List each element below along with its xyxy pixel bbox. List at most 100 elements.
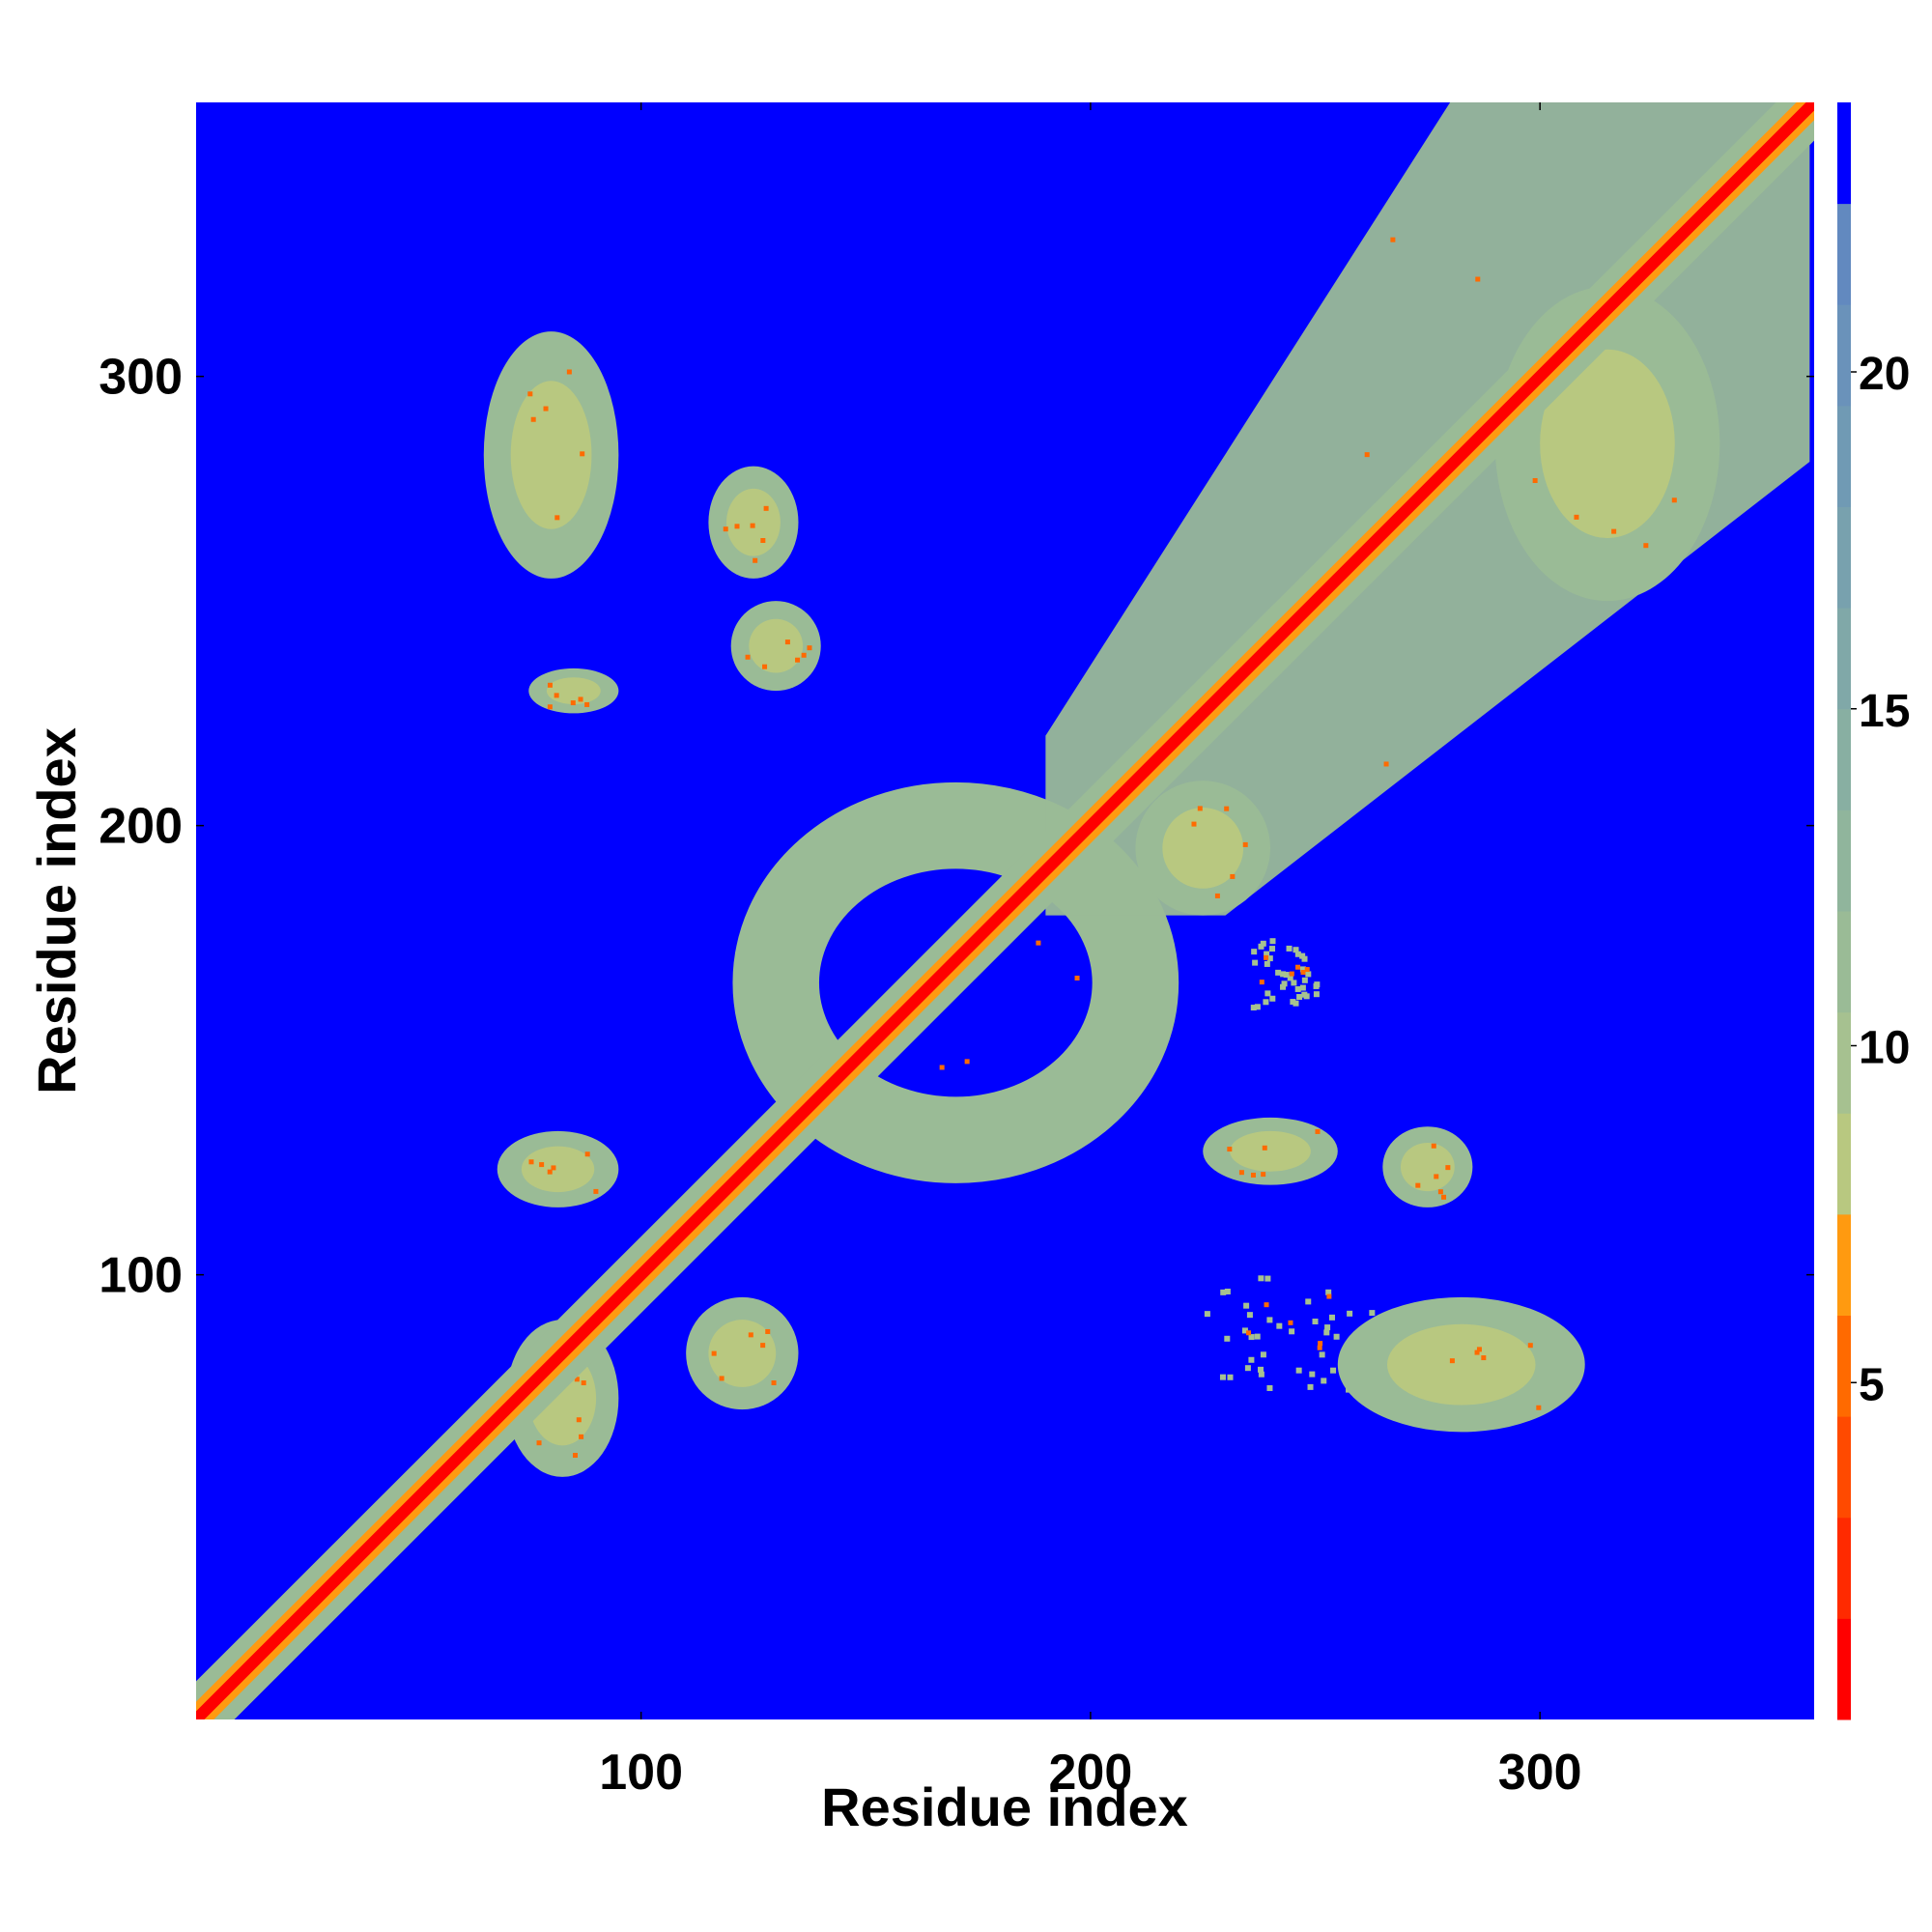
contact-speckle (1269, 938, 1276, 945)
contact-hotspot (763, 505, 769, 511)
contact-speckle (1325, 1289, 1332, 1295)
contact-speckle (1295, 1367, 1302, 1374)
contact-speckle (1220, 1289, 1227, 1295)
contact-speckle (1263, 999, 1269, 1006)
contact-speckle (1248, 1334, 1255, 1341)
contact-speckle (1324, 1324, 1331, 1331)
contact-hotspot (753, 557, 758, 563)
contact-hotspot (719, 1376, 724, 1381)
colorbar-level (1837, 1213, 1851, 1316)
colorbar-tick-label: 5 (1859, 1359, 1885, 1410)
colorbar-level (1837, 102, 1851, 205)
contact-hotspot (1315, 1128, 1321, 1134)
contact-speckle (1333, 1333, 1340, 1340)
contact-speckle (1347, 1310, 1353, 1317)
contact-hotspot (1304, 967, 1310, 973)
heatmap-plot-area (196, 102, 1814, 1719)
contact-speckle (1258, 943, 1264, 950)
contact-hotspot (580, 451, 585, 457)
contact-hotspot (1295, 964, 1301, 970)
contact-region (528, 668, 619, 714)
contact-hotspot (551, 1165, 556, 1171)
contact-region-core (510, 381, 592, 529)
contact-hotspot (554, 515, 560, 521)
contact-hotspot (1288, 1320, 1293, 1325)
contact-speckle (1283, 972, 1290, 979)
contact-speckle (1301, 977, 1308, 983)
contact-speckle (1266, 1317, 1273, 1323)
contact-hotspot (723, 526, 728, 532)
contact-hotspot (1197, 806, 1203, 811)
contact-hotspot (1214, 893, 1220, 898)
colorbar-level (1837, 608, 1851, 710)
contact-speckle (1264, 960, 1270, 967)
contact-hotspot (578, 696, 583, 702)
contact-hotspot (1364, 452, 1370, 458)
contact-speckle (1309, 1371, 1316, 1378)
contact-hotspot (1264, 1302, 1269, 1308)
contact-hotspot (528, 1159, 534, 1165)
y-tick-label: 100 (99, 1248, 183, 1304)
contact-speckle (1276, 1322, 1283, 1329)
contact-region (1135, 781, 1271, 916)
colorbar-level (1837, 911, 1851, 1013)
contact-speckle (1275, 969, 1282, 976)
contact-speckle (1264, 1275, 1271, 1282)
contact-hotspot (1434, 1174, 1439, 1179)
contact-hotspot (547, 704, 553, 710)
contact-speckle (1264, 951, 1270, 957)
contact-hotspot (1611, 528, 1617, 534)
contact-hotspot (1437, 1189, 1443, 1195)
contact-hotspot (760, 1343, 766, 1349)
contact-speckle (1280, 983, 1287, 990)
contact-hotspot (1415, 1182, 1421, 1188)
contact-hotspot (765, 1328, 771, 1334)
contact-hotspot (547, 1169, 553, 1175)
contact-speckle (1286, 945, 1293, 952)
contact-hotspot (576, 1417, 582, 1423)
contact-speckle (1305, 1298, 1312, 1305)
contact-speckle (1246, 1312, 1253, 1319)
contact-hotspot (1643, 543, 1649, 549)
contact-speckle (1293, 947, 1299, 953)
contact-speckle (1293, 1000, 1299, 1007)
contact-hotspot (760, 538, 766, 544)
contact-region (497, 1130, 619, 1208)
contact-hotspot (1246, 1330, 1252, 1336)
contact-speckle (1305, 971, 1312, 978)
contact-hotspot (584, 1151, 590, 1157)
contact-speckle (1299, 966, 1306, 973)
contact-region-core (1540, 349, 1675, 539)
contact-hotspot (1475, 276, 1481, 282)
contact-hotspot (1431, 1143, 1436, 1149)
contact-hotspot (1238, 1170, 1244, 1176)
contact-hotspot (1671, 497, 1677, 503)
contact-speckle (1280, 971, 1287, 978)
contact-hotspot (570, 700, 576, 706)
contact-hotspot (762, 664, 768, 669)
contact-speckle (1264, 990, 1271, 997)
x-axis: 100 200 300 (599, 102, 1582, 1801)
contact-hotspot (1318, 1341, 1323, 1347)
contact-region-core (749, 618, 804, 673)
contact-region (483, 331, 619, 579)
y-axis-title: Residue index (26, 727, 87, 1094)
colorbar-level (1837, 405, 1851, 507)
contact-hotspot (795, 657, 801, 663)
contact-speckle (1291, 980, 1297, 986)
contact-speckle (1248, 1356, 1255, 1363)
contact-speckle (1251, 949, 1258, 955)
colorbar-level (1837, 1416, 1851, 1519)
contact-region-core (708, 1320, 777, 1387)
contact-hotspot (1445, 1165, 1451, 1171)
contact-speckle (1290, 999, 1296, 1006)
contact-region-core (1386, 1323, 1536, 1406)
contact-speckle (1369, 1310, 1376, 1317)
contact-hotspot (1300, 970, 1306, 976)
contact-speckle (1254, 1333, 1261, 1340)
colorbar-level (1837, 506, 1851, 609)
contact-speckle (1294, 951, 1301, 957)
colorbar-level (1837, 708, 1851, 810)
x-tick-label: 300 (1498, 1745, 1582, 1801)
colorbar-level (1837, 1315, 1851, 1417)
